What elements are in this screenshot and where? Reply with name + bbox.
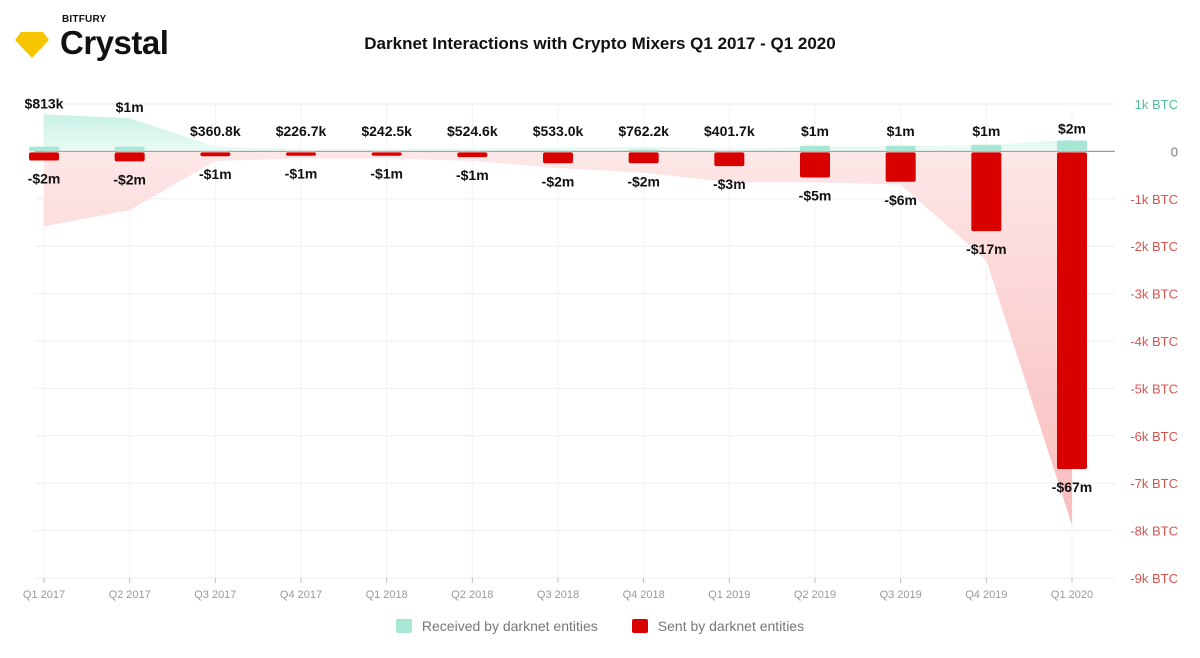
sent-bar bbox=[29, 152, 59, 161]
received-bar bbox=[200, 150, 231, 152]
y-tick-label: -4k BTC bbox=[1130, 334, 1178, 349]
x-tick-label: Q1 2020 bbox=[1051, 589, 1093, 601]
sent-data-label: -$3m bbox=[713, 176, 746, 192]
x-tick-label: Q1 2019 bbox=[708, 589, 750, 601]
sent-area bbox=[44, 151, 1072, 525]
received-bar bbox=[1057, 140, 1087, 152]
brand-company: BITFURY bbox=[62, 14, 107, 25]
received-bar bbox=[628, 149, 659, 152]
x-tick-label: Q4 2018 bbox=[623, 589, 665, 601]
received-bar bbox=[29, 146, 59, 152]
received-data-label: $813k bbox=[25, 95, 64, 111]
sent-bar bbox=[200, 152, 231, 157]
x-tick-label: Q3 2018 bbox=[537, 589, 579, 601]
sent-data-label: -$2m bbox=[113, 171, 146, 187]
sent-data-label: -$1m bbox=[456, 167, 489, 183]
sent-bar bbox=[628, 152, 659, 164]
received-bar bbox=[971, 144, 1002, 152]
legend: Received by darknet entities Sent by dar… bbox=[0, 618, 1200, 634]
received-data-label: $2m bbox=[1058, 121, 1086, 137]
received-data-label: $1m bbox=[972, 123, 1000, 139]
x-tick-label: Q1 2017 bbox=[23, 589, 65, 601]
received-data-label: $1m bbox=[887, 123, 915, 139]
x-tick-label: Q1 2018 bbox=[366, 589, 408, 601]
x-tick-label: Q3 2017 bbox=[194, 589, 236, 601]
received-bar bbox=[885, 145, 916, 152]
received-data-label: $524.6k bbox=[447, 123, 498, 139]
received-data-label: $533.0k bbox=[533, 123, 584, 139]
received-bar bbox=[800, 145, 830, 152]
legend-received[interactable]: Received by darknet entities bbox=[395, 618, 598, 634]
y-tick-label: -5k BTC bbox=[1130, 381, 1178, 396]
received-data-label: $1m bbox=[801, 123, 829, 139]
legend-sent-label: Sent by darknet entities bbox=[657, 618, 805, 634]
received-bar bbox=[114, 146, 145, 152]
y-tick-label: -7k BTC bbox=[1130, 476, 1178, 491]
legend-received-swatch bbox=[395, 619, 412, 633]
received-area bbox=[44, 114, 1072, 152]
received-bar bbox=[543, 150, 573, 152]
sent-data-label: -$2m bbox=[627, 173, 660, 189]
sent-data-label: -$5m bbox=[799, 188, 832, 204]
sent-data-label: -$1m bbox=[370, 166, 403, 182]
received-data-label: $762.2k bbox=[618, 123, 669, 139]
y-tick-label: -3k BTC bbox=[1130, 287, 1178, 302]
x-tick-label: Q3 2019 bbox=[880, 589, 922, 601]
x-tick-label: Q2 2017 bbox=[109, 589, 151, 601]
received-data-label: $401.7k bbox=[704, 123, 755, 139]
sent-bar bbox=[457, 152, 488, 158]
y-tick-label: -6k BTC bbox=[1130, 429, 1178, 444]
sent-bar bbox=[800, 152, 830, 178]
x-tick-label: Q4 2019 bbox=[965, 589, 1007, 601]
sent-bar bbox=[114, 152, 145, 162]
y-tick-label: -1k BTC bbox=[1130, 192, 1178, 207]
x-tick-label: Q4 2017 bbox=[280, 589, 322, 601]
sent-data-label: -$1m bbox=[285, 166, 318, 182]
sent-data-label: -$2m bbox=[542, 173, 575, 189]
received-data-label: $242.5k bbox=[361, 123, 412, 139]
brand-product: Crystal bbox=[60, 24, 169, 61]
received-data-label: $226.7k bbox=[276, 123, 327, 139]
y-tick-label: -9k BTC bbox=[1130, 571, 1178, 586]
legend-received-label: Received by darknet entities bbox=[421, 618, 598, 634]
sent-data-label: -$1m bbox=[199, 166, 232, 182]
sent-bar bbox=[885, 152, 916, 182]
sent-data-label: -$17m bbox=[966, 241, 1006, 257]
y-tick-label: -2k BTC bbox=[1130, 239, 1178, 254]
crystal-logo-icon bbox=[15, 32, 49, 58]
sent-bar bbox=[1057, 152, 1087, 470]
y-tick-label: -8k BTC bbox=[1130, 524, 1178, 539]
legend-sent-swatch bbox=[631, 619, 648, 633]
sent-bar bbox=[286, 152, 316, 156]
chart-title: Darknet Interactions with Crypto Mixers … bbox=[364, 34, 836, 53]
sent-bar bbox=[371, 152, 402, 156]
y-tick-label: 1k BTC bbox=[1135, 97, 1178, 112]
sent-bar bbox=[714, 152, 745, 167]
sent-data-label: -$6m bbox=[884, 192, 917, 208]
received-data-label: $360.8k bbox=[190, 123, 241, 139]
y-tick-label: 0 bbox=[1171, 144, 1178, 159]
x-tick-label: Q2 2019 bbox=[794, 589, 836, 601]
sent-bar bbox=[543, 152, 573, 164]
legend-sent[interactable]: Sent by darknet entities bbox=[631, 618, 805, 634]
sent-data-label: -$2m bbox=[28, 170, 61, 186]
received-bar bbox=[457, 150, 488, 152]
sent-data-label: -$67m bbox=[1052, 479, 1092, 495]
sent-bar bbox=[971, 152, 1002, 232]
received-data-label: $1m bbox=[116, 99, 144, 115]
x-tick-label: Q2 2018 bbox=[451, 589, 493, 601]
